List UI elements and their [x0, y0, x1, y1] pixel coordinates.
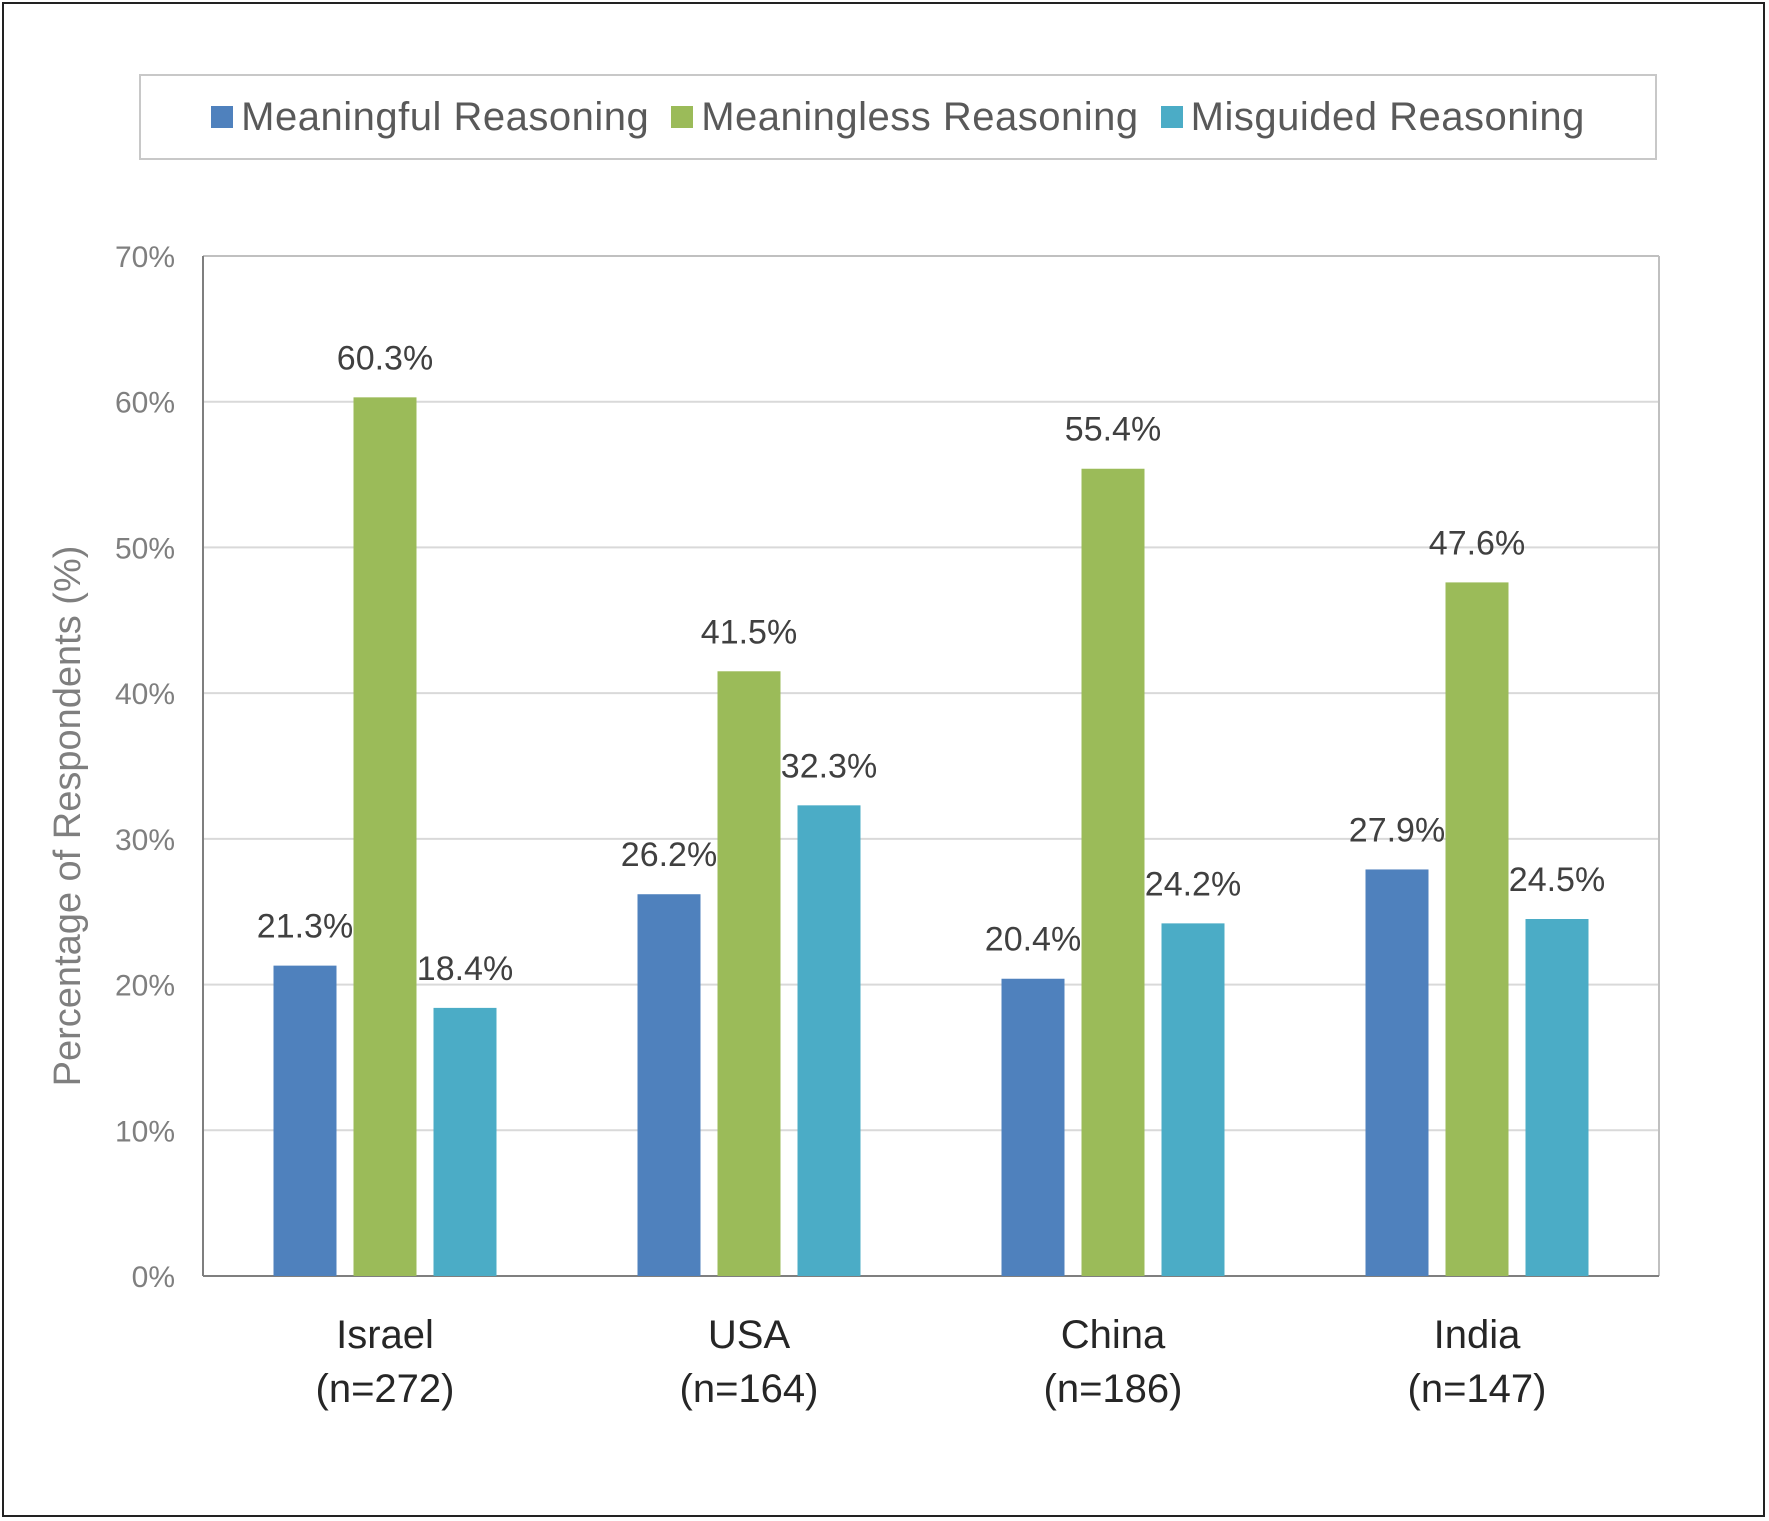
- bar-meaningless-reasoning-china: [1081, 468, 1145, 1276]
- y-tick-label: 10%: [115, 1115, 175, 1148]
- y-tick-label: 20%: [115, 970, 175, 1003]
- y-tick-label: 70%: [115, 241, 175, 274]
- x-category-label: USA: [708, 1313, 791, 1357]
- legend-item-meaningful: Meaningful Reasoning: [211, 95, 649, 140]
- x-category-label: Israel: [336, 1313, 434, 1357]
- data-label: 27.9%: [1349, 811, 1445, 849]
- bar-meaningless-reasoning-india: [1445, 582, 1509, 1276]
- data-label: 41.5%: [701, 613, 797, 651]
- legend-item-meaningless: Meaningless Reasoning: [671, 95, 1138, 140]
- x-category-sample-size: (n=186): [1044, 1367, 1183, 1411]
- bar-meaningless-reasoning-israel: [353, 397, 417, 1276]
- y-tick-label: 40%: [115, 678, 175, 711]
- y-tick-label: 30%: [115, 824, 175, 857]
- data-label: 60.3%: [337, 339, 433, 377]
- legend-item-misguided: Misguided Reasoning: [1160, 94, 1585, 140]
- bar-meaningful-reasoning-usa: [637, 894, 701, 1276]
- data-label: 20.4%: [985, 921, 1081, 959]
- bar-misguided-reasoning-israel: [433, 1007, 497, 1276]
- bar-meaningful-reasoning-israel: [273, 965, 337, 1276]
- bar-misguided-reasoning-india: [1525, 919, 1589, 1276]
- legend: Meaningful Reasoning Meaningless Reasoni…: [139, 74, 1657, 160]
- x-category-label: India: [1434, 1313, 1521, 1357]
- x-category-sample-size: (n=147): [1408, 1367, 1547, 1411]
- legend-label-meaningless: Meaningless Reasoning: [701, 94, 1139, 139]
- data-label: 24.2%: [1145, 865, 1241, 903]
- data-label: 32.3%: [781, 747, 877, 785]
- legend-label-meaningful: Meaningful Reasoning: [241, 94, 650, 139]
- x-category-sample-size: (n=164): [680, 1367, 819, 1411]
- data-label: 18.4%: [417, 950, 513, 988]
- data-label: 55.4%: [1065, 411, 1161, 449]
- x-category-sample-size: (n=272): [316, 1367, 455, 1411]
- bar-misguided-reasoning-usa: [797, 805, 861, 1276]
- legend-swatch-meaningful: [211, 106, 234, 128]
- y-tick-label: 50%: [115, 532, 175, 565]
- data-label: 21.3%: [257, 908, 353, 946]
- data-label: 47.6%: [1429, 524, 1525, 562]
- bar-meaningful-reasoning-india: [1365, 869, 1429, 1276]
- bar-meaningless-reasoning-usa: [717, 671, 781, 1276]
- legend-swatch-misguided: [1160, 106, 1183, 128]
- y-tick-label: 0%: [132, 1261, 175, 1294]
- y-axis-label: Percentage of Respondents (%): [47, 546, 89, 1087]
- bar-misguided-reasoning-china: [1161, 923, 1225, 1276]
- data-label: 26.2%: [621, 836, 717, 874]
- bar-meaningful-reasoning-china: [1001, 978, 1065, 1276]
- data-label: 24.5%: [1509, 861, 1605, 899]
- y-tick-label: 60%: [115, 387, 175, 420]
- legend-label-misguided: Misguided Reasoning: [1190, 94, 1585, 139]
- x-category-label: China: [1061, 1313, 1166, 1357]
- legend-swatch-meaningless: [671, 106, 694, 128]
